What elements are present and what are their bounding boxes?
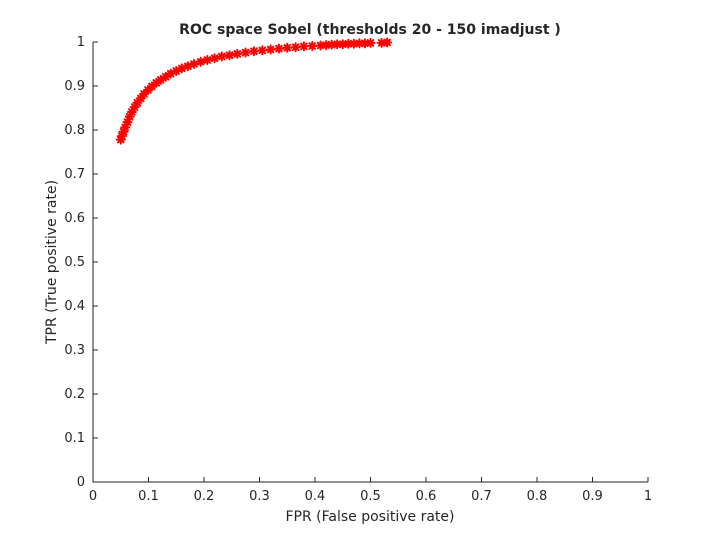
data-point xyxy=(118,126,129,137)
data-point xyxy=(122,117,133,128)
x-tick-label: 0.9 xyxy=(582,489,603,504)
data-point xyxy=(151,77,162,88)
data-point xyxy=(224,50,235,61)
data-point xyxy=(176,63,187,74)
y-tick-label: 0.3 xyxy=(64,343,85,358)
data-point xyxy=(240,47,251,58)
data-point xyxy=(139,88,150,99)
data-point xyxy=(116,131,127,142)
x-tick-label: 0.5 xyxy=(360,489,381,504)
data-point xyxy=(382,37,393,48)
x-tick-label: 0.2 xyxy=(194,489,215,504)
y-tick-label: 0.9 xyxy=(64,79,85,94)
data-point xyxy=(257,45,268,56)
data-point xyxy=(332,39,343,50)
data-point xyxy=(165,68,176,79)
x-tick-label: 0.1 xyxy=(138,489,159,504)
data-point xyxy=(376,37,387,48)
data-point xyxy=(135,93,146,104)
data-point xyxy=(209,53,220,64)
data-point xyxy=(120,122,131,133)
data-point xyxy=(337,39,348,50)
data-point xyxy=(124,111,135,122)
plot-axes xyxy=(92,42,648,483)
x-tick-label: 0 xyxy=(89,489,97,504)
data-point xyxy=(142,84,153,95)
data-point xyxy=(129,102,140,113)
data-point xyxy=(155,74,166,85)
data-point xyxy=(343,38,354,49)
data-point xyxy=(132,97,143,108)
y-tick-label: 1 xyxy=(77,35,85,50)
data-point xyxy=(326,39,337,50)
x-tick-label: 0.8 xyxy=(527,489,548,504)
axis-ticks xyxy=(92,41,649,483)
data-point xyxy=(273,43,284,54)
data-point xyxy=(265,44,276,55)
y-tick-label: 0.8 xyxy=(64,123,85,138)
data-point xyxy=(126,106,137,117)
data-points xyxy=(115,37,393,145)
data-point xyxy=(248,46,259,57)
data-point xyxy=(189,59,200,69)
data-point xyxy=(146,81,157,92)
data-point xyxy=(171,66,182,77)
x-tick-label: 0.3 xyxy=(249,489,270,504)
y-tick-label: 0.1 xyxy=(64,431,85,446)
data-point xyxy=(195,56,206,67)
x-axis-label: FPR (False positive rate) xyxy=(286,509,455,525)
y-axis-label: TPR (True positive rate) xyxy=(44,180,60,345)
y-tick-label: 0.4 xyxy=(64,299,85,314)
x-tick-label: 1 xyxy=(644,489,652,504)
data-point xyxy=(232,48,243,59)
data-point xyxy=(315,40,326,51)
x-tick-label: 0.4 xyxy=(305,489,326,504)
tick-labels: 0 0.1 0.2 0.3 0.4 0.5 0.6 0.7 0.8 0.9 1 0 0.1 0.2 0.3 0… xyxy=(64,35,652,504)
y-tick-label: 0.2 xyxy=(64,387,85,402)
data-point xyxy=(182,61,193,72)
x-tick-label: 0.6 xyxy=(416,489,437,504)
y-tick-label: 0.5 xyxy=(64,255,85,270)
chart-title: ROC space Sobel (thresholds 20 - 150 ima… xyxy=(179,22,561,38)
y-tick-label: 0 xyxy=(77,475,85,490)
y-tick-label: 0.7 xyxy=(64,167,85,182)
data-point xyxy=(348,38,359,49)
data-point xyxy=(321,40,332,51)
data-point xyxy=(354,38,365,49)
data-point xyxy=(282,42,293,53)
data-point xyxy=(365,37,376,48)
data-point xyxy=(115,134,126,145)
y-tick-label: 0.6 xyxy=(64,211,85,226)
data-point xyxy=(307,40,318,51)
x-tick-label: 0.7 xyxy=(471,489,492,504)
data-point xyxy=(160,71,171,82)
data-point xyxy=(298,41,309,52)
data-point xyxy=(216,51,227,62)
data-point xyxy=(290,42,301,53)
data-point xyxy=(359,38,370,49)
data-point xyxy=(202,55,213,66)
